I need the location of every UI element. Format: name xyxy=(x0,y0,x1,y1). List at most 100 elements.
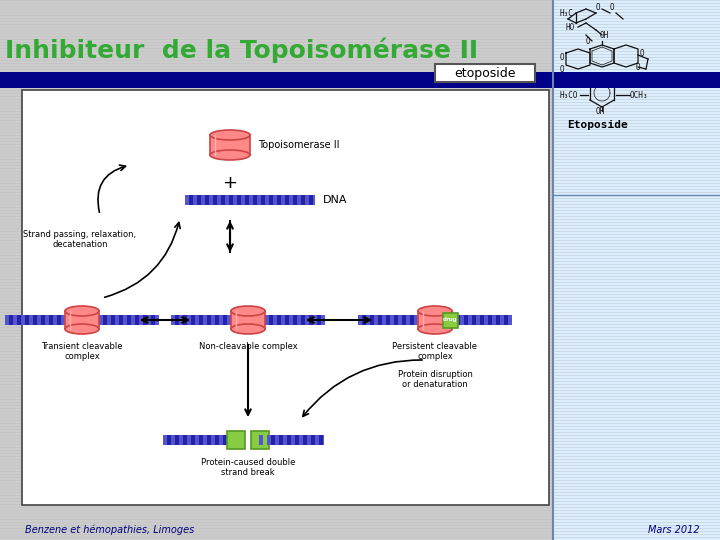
Text: HO: HO xyxy=(566,23,575,31)
Bar xyxy=(179,315,183,325)
Bar xyxy=(21,315,25,325)
Bar xyxy=(227,315,231,325)
Bar xyxy=(29,315,33,325)
Bar xyxy=(283,435,287,445)
Bar xyxy=(201,195,205,205)
Bar xyxy=(281,315,285,325)
Bar xyxy=(219,315,223,325)
Bar xyxy=(187,315,191,325)
Bar xyxy=(241,195,245,205)
Bar xyxy=(37,315,41,325)
Bar xyxy=(233,195,237,205)
Text: Etoposide: Etoposide xyxy=(567,120,629,130)
Bar xyxy=(406,315,410,325)
Text: Transient cleavable
complex: Transient cleavable complex xyxy=(41,342,122,361)
Text: O: O xyxy=(596,3,600,11)
Text: OH: OH xyxy=(600,30,609,39)
Bar xyxy=(265,315,325,325)
Text: H₃C: H₃C xyxy=(560,9,574,17)
Bar xyxy=(390,315,394,325)
Bar xyxy=(147,315,151,325)
Text: O: O xyxy=(640,49,644,57)
Text: +: + xyxy=(222,174,238,192)
Bar xyxy=(195,435,199,445)
Bar xyxy=(99,315,103,325)
Bar xyxy=(275,435,279,445)
Text: Topoisomerase II: Topoisomerase II xyxy=(258,140,340,150)
Bar xyxy=(291,435,295,445)
Bar xyxy=(225,195,229,205)
Bar xyxy=(53,315,57,325)
Text: O: O xyxy=(586,37,590,45)
Bar xyxy=(418,311,452,329)
Ellipse shape xyxy=(210,150,250,160)
Bar xyxy=(155,315,159,325)
Bar xyxy=(297,315,301,325)
Bar xyxy=(231,311,265,329)
Ellipse shape xyxy=(418,324,452,334)
Bar xyxy=(414,315,418,325)
Bar xyxy=(452,315,512,325)
Bar xyxy=(307,435,311,445)
Bar xyxy=(139,315,143,325)
Bar xyxy=(209,195,213,205)
Text: etoposide: etoposide xyxy=(454,66,516,79)
Bar xyxy=(553,0,720,540)
Ellipse shape xyxy=(231,324,265,334)
Bar xyxy=(366,315,370,325)
Bar xyxy=(203,435,207,445)
Text: Strand passing, relaxation,
decatenation: Strand passing, relaxation, decatenation xyxy=(24,230,137,249)
Text: OH: OH xyxy=(596,106,606,116)
Bar xyxy=(210,135,250,155)
Bar xyxy=(203,315,207,325)
Bar xyxy=(452,315,456,325)
Text: O: O xyxy=(560,64,564,73)
Bar xyxy=(281,195,285,205)
Bar xyxy=(107,315,111,325)
Bar xyxy=(251,431,269,449)
Bar xyxy=(45,315,49,325)
Bar xyxy=(5,315,65,325)
Bar xyxy=(313,315,317,325)
Bar xyxy=(484,315,488,325)
Text: Protein disruption
or denaturation: Protein disruption or denaturation xyxy=(397,370,472,389)
Bar xyxy=(123,315,127,325)
Text: O: O xyxy=(560,52,564,62)
Bar xyxy=(468,315,472,325)
Bar xyxy=(5,315,9,325)
Bar xyxy=(358,315,418,325)
Bar xyxy=(171,315,175,325)
Text: Mars 2012: Mars 2012 xyxy=(649,525,700,535)
Text: DNA: DNA xyxy=(323,195,348,205)
Bar xyxy=(273,315,277,325)
Bar xyxy=(297,195,301,205)
Bar xyxy=(443,313,457,327)
Bar xyxy=(131,315,135,325)
Bar xyxy=(358,315,362,325)
Bar xyxy=(211,315,215,325)
Bar xyxy=(382,315,386,325)
Bar xyxy=(65,311,99,329)
Bar xyxy=(195,315,199,325)
Bar xyxy=(492,315,496,325)
Bar xyxy=(22,90,549,505)
Bar xyxy=(257,195,261,205)
Bar xyxy=(211,435,215,445)
Bar xyxy=(315,435,319,445)
Bar xyxy=(249,195,253,205)
Bar xyxy=(289,315,293,325)
Ellipse shape xyxy=(210,130,250,140)
Bar xyxy=(227,431,245,449)
Bar xyxy=(13,315,17,325)
Bar xyxy=(163,435,228,445)
Bar xyxy=(259,435,324,445)
Bar xyxy=(193,195,197,205)
Bar xyxy=(171,435,175,445)
Bar xyxy=(321,315,325,325)
Bar xyxy=(500,315,504,325)
Text: Persistent cleavable
complex: Persistent cleavable complex xyxy=(392,342,477,361)
Bar xyxy=(305,195,309,205)
Text: OCH₃: OCH₃ xyxy=(630,91,649,99)
Bar xyxy=(460,315,464,325)
Ellipse shape xyxy=(231,306,265,316)
